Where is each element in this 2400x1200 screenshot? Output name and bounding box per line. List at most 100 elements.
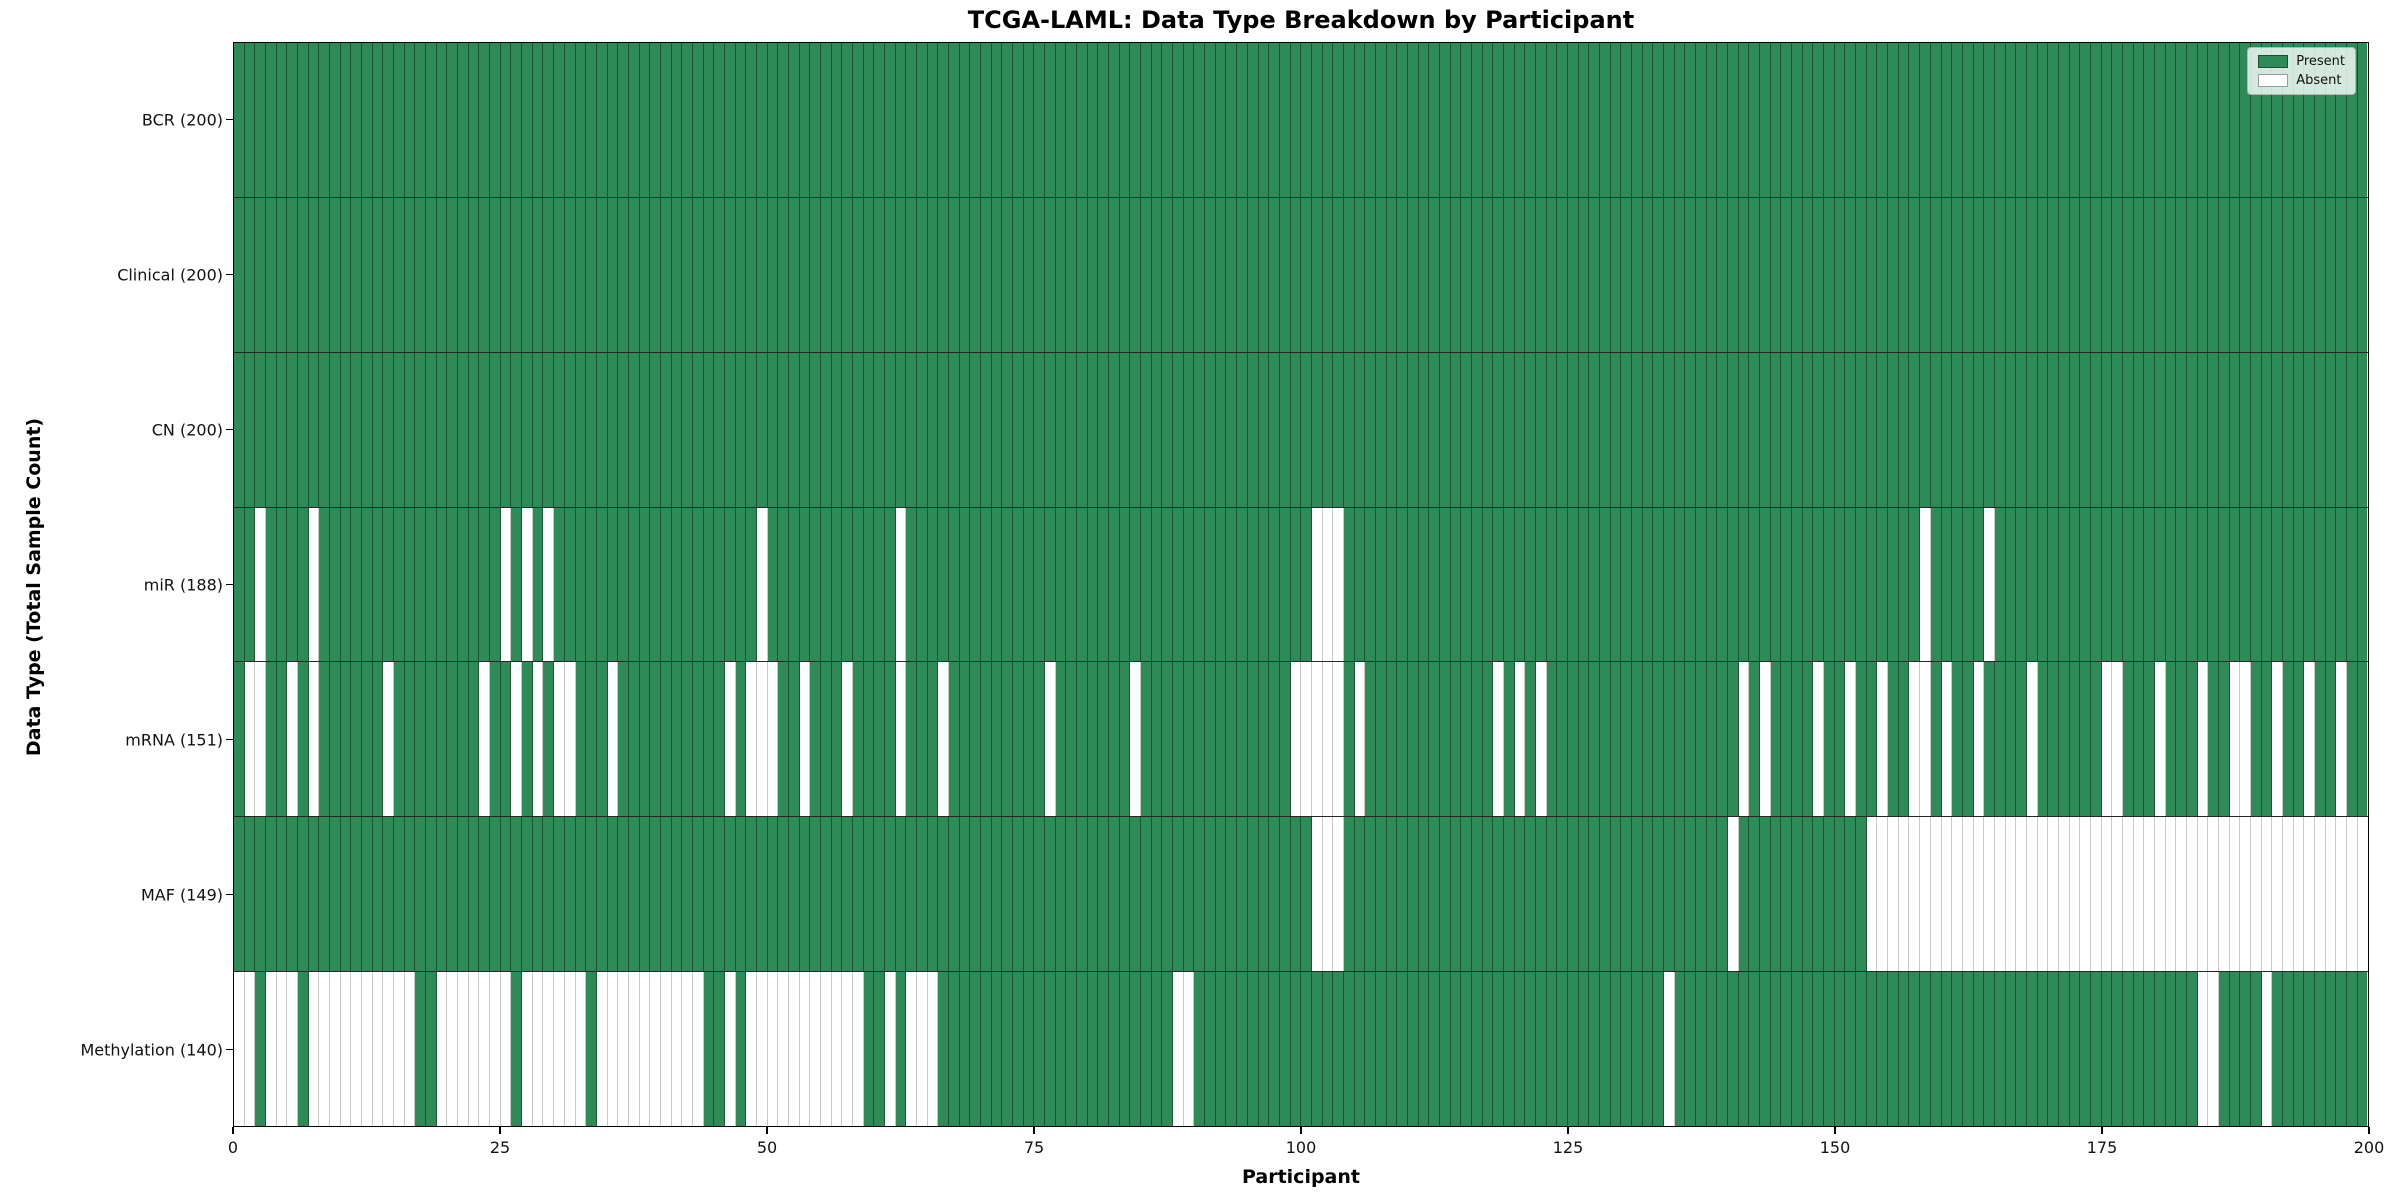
heatmap-cell (1397, 43, 1408, 197)
heatmap-cell (2176, 817, 2187, 972)
heatmap-cell (2229, 43, 2241, 197)
heatmap-cell (308, 197, 320, 352)
heatmap-cell (2058, 972, 2070, 1127)
heatmap-cell (1781, 507, 1793, 662)
heatmap-cell (1546, 197, 1558, 352)
heatmap-cell (628, 972, 640, 1127)
heatmap-cell (1013, 352, 1024, 507)
heatmap-cell (1397, 817, 1408, 972)
heatmap-cell (2165, 972, 2177, 1127)
heatmap-cell (917, 507, 928, 662)
heatmap-cell (1760, 352, 1771, 507)
heatmap-cell (1162, 352, 1174, 507)
heatmap-cell (1407, 43, 1419, 197)
heatmap-cell (1034, 43, 1046, 197)
heatmap-cell (1866, 197, 1878, 352)
heatmap-cell (1920, 662, 1931, 817)
heatmap-cell (2208, 43, 2219, 197)
heatmap-cell (554, 972, 565, 1127)
heatmap-cell (874, 43, 885, 197)
heatmap-cell (2122, 43, 2134, 197)
heatmap-cell (852, 972, 864, 1127)
heatmap-cell (852, 817, 864, 972)
heatmap-cell (981, 507, 992, 662)
heatmap-cell (2283, 972, 2294, 1127)
heatmap-cell (2037, 352, 2049, 507)
heatmap-cell (1738, 352, 1750, 507)
heatmap-cell (2016, 507, 2027, 662)
heatmap-cell (2218, 197, 2230, 352)
heatmap-cell (1151, 197, 1163, 352)
heatmap-cell (362, 662, 373, 817)
heatmap-cell (682, 507, 693, 662)
heatmap-cell (234, 43, 245, 197)
heatmap-cell (714, 817, 725, 972)
heatmap-cell (1290, 662, 1302, 817)
heatmap-cell (2005, 972, 2017, 1127)
heatmap-cell (1493, 662, 1504, 817)
heatmap-cell (650, 662, 661, 817)
heatmap-cell (874, 197, 885, 352)
heatmap-cell (1973, 972, 1985, 1127)
heatmap-cell (767, 43, 779, 197)
heatmap-cell (1717, 817, 1729, 972)
heatmap-cell (746, 507, 757, 662)
heatmap-cell (831, 43, 843, 197)
heatmap-cell (2272, 507, 2283, 662)
heatmap-cell (1066, 972, 1078, 1127)
heatmap-cell (714, 197, 725, 352)
heatmap-cell (981, 197, 992, 352)
heatmap-cell (1792, 817, 1803, 972)
heatmap-cell (2240, 507, 2251, 662)
heatmap-cell (788, 507, 800, 662)
heatmap-cell (2122, 352, 2134, 507)
heatmap-cell (351, 817, 363, 972)
heatmap-cell (874, 507, 885, 662)
heatmap-cell (1269, 197, 1280, 352)
heatmap-cell (383, 352, 395, 507)
heatmap-cell (1055, 43, 1067, 197)
heatmap-cell (2048, 197, 2059, 352)
heatmap-cell (1439, 43, 1451, 197)
heatmap-cell (2005, 662, 2017, 817)
x-tick-label: 175 (2086, 1138, 2118, 1157)
heatmap-cell (2304, 507, 2316, 662)
heatmap-cell (2122, 662, 2134, 817)
heatmap-cell (938, 972, 950, 1127)
heatmap-cell (2336, 817, 2348, 972)
heatmap-cell (2101, 972, 2113, 1127)
heatmap-cell (1098, 662, 1110, 817)
heatmap-cell (724, 662, 736, 817)
heatmap-cell (2240, 197, 2251, 352)
heatmap-cell (1706, 352, 1718, 507)
heatmap-cell (1226, 662, 1238, 817)
heatmap-cell (1600, 197, 1611, 352)
heatmap-cell (1365, 352, 1376, 507)
heatmap-cell (1354, 817, 1366, 972)
heatmap-cell (1567, 817, 1579, 972)
heatmap-cell (2165, 352, 2177, 507)
heatmap-cell (1077, 43, 1088, 197)
heatmap-cell (618, 817, 629, 972)
heatmap-cell (1813, 197, 1825, 352)
heatmap-cell (1055, 972, 1067, 1127)
heatmap-cell (1952, 972, 1963, 1127)
heatmap-cell (949, 507, 960, 662)
heatmap-plot-area (233, 42, 2369, 1127)
heatmap-cell (650, 197, 661, 352)
heatmap-cell (532, 197, 544, 352)
heatmap-cell (2090, 507, 2102, 662)
heatmap-cell (447, 662, 459, 817)
heatmap-cell (2229, 817, 2241, 972)
heatmap-cell (1866, 43, 1878, 197)
heatmap-cell (1994, 507, 2006, 662)
heatmap-cell (2197, 972, 2209, 1127)
heatmap-cell (330, 972, 341, 1127)
heatmap-cell (831, 662, 843, 817)
heatmap-cell (383, 662, 395, 817)
heatmap-cell (1802, 817, 1814, 972)
heatmap-cell (1514, 817, 1526, 972)
legend-absent-swatch (2258, 74, 2289, 87)
heatmap-cell (426, 507, 437, 662)
heatmap-cell (703, 197, 715, 352)
